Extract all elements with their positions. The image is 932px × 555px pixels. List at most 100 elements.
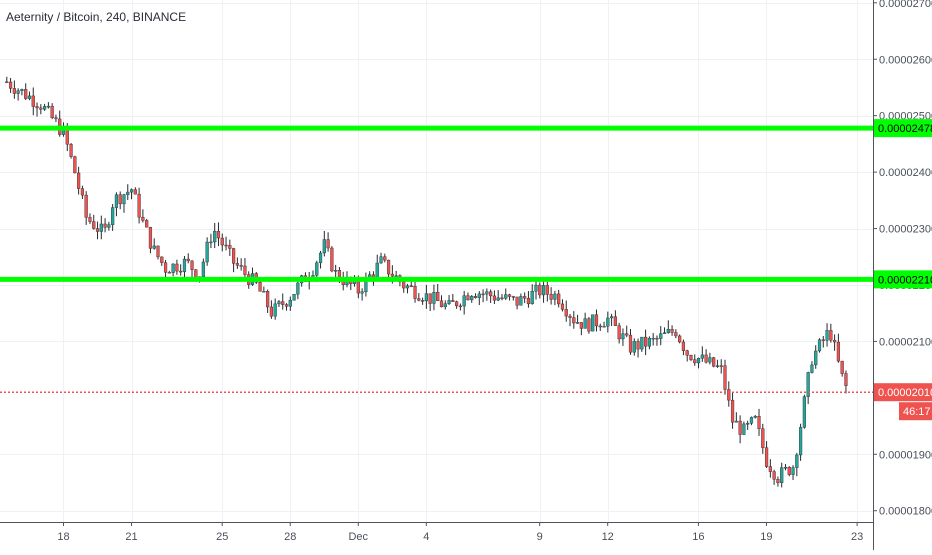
candle [239, 258, 243, 271]
candle [678, 334, 682, 344]
candle [405, 283, 410, 294]
candle-body [156, 245, 160, 258]
candle [594, 309, 599, 332]
candle-body [80, 188, 85, 196]
candle-body [243, 265, 247, 275]
candle-body [432, 292, 436, 304]
candle-body [137, 193, 141, 218]
candle [764, 441, 769, 468]
candle-body [681, 341, 686, 351]
candle-body [798, 427, 803, 456]
candle [821, 335, 825, 348]
candle [50, 103, 54, 120]
candle-body [39, 107, 43, 110]
candle-body [772, 471, 776, 480]
candle [776, 476, 780, 487]
candle [655, 335, 659, 346]
candle-body [439, 300, 444, 308]
candle-body [186, 258, 190, 262]
candle [836, 333, 840, 363]
candle-body [281, 301, 285, 305]
candle-body [742, 423, 746, 435]
candle-body [572, 317, 576, 324]
candle [186, 253, 190, 264]
candle [152, 238, 156, 250]
candle [273, 298, 277, 320]
candle [617, 322, 621, 344]
candle [133, 187, 137, 195]
candle [224, 236, 228, 251]
candle [216, 222, 221, 247]
candle-body [719, 365, 723, 367]
candle-body [746, 423, 750, 425]
candle-body [575, 322, 580, 324]
candle-body [787, 467, 791, 475]
candles [5, 76, 848, 488]
candle-body [262, 291, 266, 293]
candle-body [485, 291, 489, 295]
candle-body [481, 293, 485, 296]
candle-body [538, 284, 542, 296]
candle [504, 288, 508, 301]
candle-body [636, 341, 640, 350]
candle [209, 233, 213, 249]
candle-body [749, 417, 754, 424]
candle-body [489, 291, 493, 297]
candle-body [712, 357, 716, 367]
x-tick-label: 19 [760, 531, 772, 543]
candle [757, 408, 761, 436]
candle [489, 289, 493, 303]
candle-body [145, 220, 149, 228]
candle-body [500, 297, 504, 300]
candle-body [163, 262, 168, 273]
candle [579, 322, 583, 336]
candle [666, 320, 670, 334]
candle [16, 88, 20, 101]
candle-body [557, 293, 561, 305]
candle-body [609, 316, 614, 319]
candle-body [693, 359, 697, 364]
candle [598, 323, 602, 331]
candle-body [258, 282, 262, 292]
candle-body [103, 223, 107, 228]
candle-body [768, 466, 772, 472]
candle [167, 270, 171, 274]
candle-body [111, 207, 115, 225]
candle [118, 191, 122, 210]
candle [662, 327, 667, 335]
candle [553, 290, 557, 306]
candle [228, 239, 232, 256]
candle [432, 284, 436, 311]
candle-body [583, 318, 587, 329]
candle-body [315, 262, 319, 276]
candle [814, 345, 818, 369]
y-tick-label: 0.00002600 [879, 54, 932, 66]
candle-body [284, 304, 289, 307]
candle [148, 226, 153, 254]
resistance-upper-badge [874, 119, 932, 138]
candle [114, 192, 119, 217]
candle [738, 415, 742, 444]
candle [262, 286, 266, 293]
candle-body [727, 389, 731, 401]
candle-body [95, 228, 100, 232]
y-tick-label: 0.00002300 [879, 224, 932, 236]
candle [95, 221, 100, 240]
candle [220, 233, 224, 252]
candle-body [836, 341, 840, 362]
candle-body [24, 89, 28, 99]
candle [719, 359, 723, 374]
countdown-badge [899, 402, 932, 421]
candle-body [31, 95, 35, 107]
candle [806, 371, 810, 405]
candle [613, 310, 617, 326]
candle-body [806, 372, 810, 397]
candle-body [757, 416, 761, 429]
candle [708, 352, 712, 365]
candle-body [194, 269, 198, 278]
candle-body [651, 337, 655, 340]
candle [20, 88, 24, 96]
candle-body [462, 295, 466, 307]
candle [171, 263, 175, 277]
